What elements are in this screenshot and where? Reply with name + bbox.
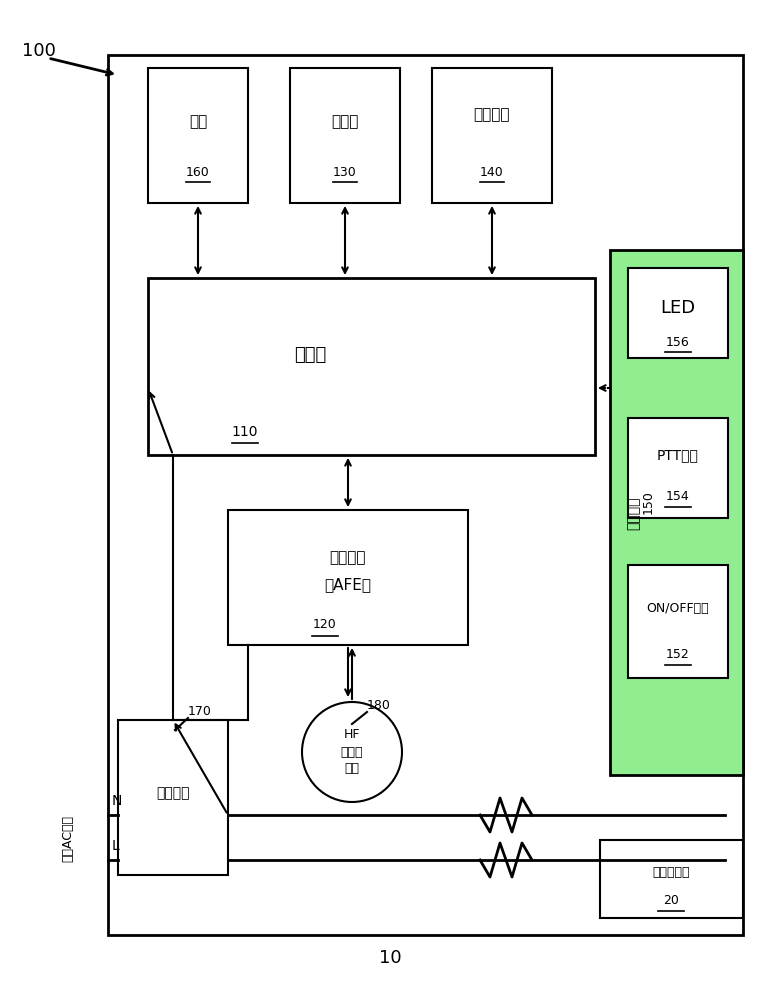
Text: 110: 110 (232, 425, 258, 439)
Text: 152: 152 (666, 648, 690, 662)
Text: L: L (112, 839, 120, 853)
Text: 140: 140 (480, 165, 504, 178)
Bar (290, 68, 400, 203)
Bar (628, 418, 728, 518)
Bar (432, 68, 552, 203)
Bar (118, 720, 228, 875)
Text: 电流传: 电流传 (341, 746, 364, 758)
Text: 20: 20 (663, 894, 679, 908)
Bar (600, 840, 743, 918)
Bar (628, 565, 728, 678)
Text: 160: 160 (186, 165, 210, 178)
Bar (148, 278, 595, 455)
Bar (148, 68, 248, 203)
Text: 180: 180 (367, 699, 391, 712)
Text: 100: 100 (22, 42, 56, 60)
Bar (108, 55, 743, 935)
Circle shape (302, 702, 402, 802)
Text: LED: LED (660, 299, 696, 317)
Text: 存储器: 存储器 (331, 114, 359, 129)
Text: 控制器: 控制器 (294, 346, 326, 364)
Text: ON/OFF开关: ON/OFF开关 (647, 601, 709, 614)
Text: 156: 156 (666, 336, 690, 349)
Text: N: N (112, 794, 123, 808)
Text: 10: 10 (379, 949, 401, 967)
Text: 感器: 感器 (344, 762, 360, 776)
Bar (628, 268, 728, 358)
Bar (610, 250, 743, 775)
Text: 通信接口: 通信接口 (474, 107, 510, 122)
Text: （AFE）: （AFE） (324, 578, 371, 592)
Text: 电源: 电源 (189, 114, 207, 129)
Text: 上游AC网络: 上游AC网络 (61, 814, 74, 861)
Text: 120: 120 (313, 618, 337, 632)
Text: 130: 130 (333, 165, 357, 178)
Text: HF: HF (344, 728, 360, 742)
Text: 受保护电路: 受保护电路 (652, 866, 690, 880)
Text: 用户接口: 用户接口 (626, 496, 640, 530)
Text: 170: 170 (188, 705, 212, 718)
Text: 模拟前端: 模拟前端 (330, 550, 367, 566)
Bar (228, 510, 468, 645)
Text: 150: 150 (641, 490, 654, 514)
Text: 154: 154 (666, 490, 690, 504)
Text: PTT按钮: PTT按钮 (657, 448, 699, 462)
Text: 跳闸机构: 跳闸机构 (156, 786, 189, 800)
